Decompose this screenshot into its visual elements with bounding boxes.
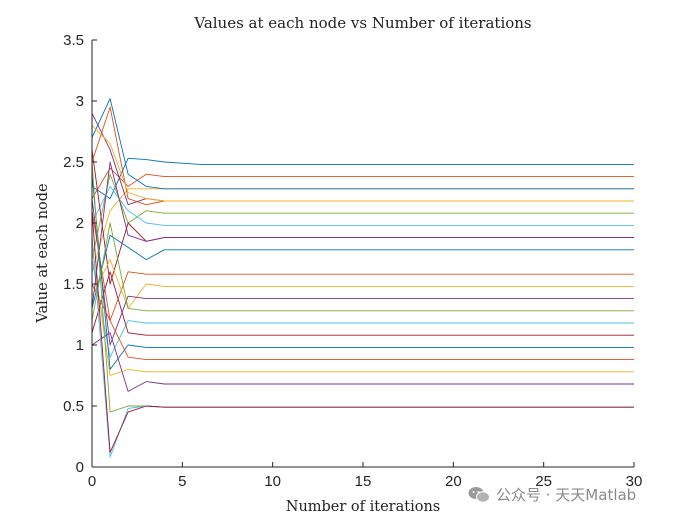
series-line-8 (91, 234, 634, 309)
series-line-13 (91, 259, 634, 358)
x-tick-label: 25 (535, 473, 552, 490)
series-line-10 (91, 259, 634, 309)
series-line-23 (91, 106, 634, 206)
watermark-text: 公众号 · 天天Matlab (496, 486, 637, 504)
series-line-14 (91, 271, 634, 336)
series-line-5 (91, 173, 634, 260)
y-axis-label: Value at each node (35, 183, 51, 323)
series-line-24 (91, 125, 634, 202)
y-tick-label: 0.5 (63, 398, 84, 415)
chart-title: Values at each node vs Number of iterati… (193, 14, 531, 32)
y-tick-label: 3 (76, 93, 84, 110)
series-line-19 (91, 161, 634, 413)
y-tick-label: 2.5 (63, 154, 84, 171)
x-tick-label: 5 (178, 473, 186, 490)
x-tick-label: 15 (355, 473, 372, 490)
series-line-2 (91, 167, 634, 199)
x-tick-label: 20 (445, 473, 462, 490)
x-axis-label: Number of iterations (286, 499, 440, 515)
series-line-9 (91, 210, 634, 322)
series-line-6 (91, 185, 634, 226)
series-line-7 (91, 149, 634, 285)
series-line-25 (91, 161, 634, 309)
y-tick-label: 3.5 (63, 32, 84, 49)
watermark: 公众号 · 天天Matlab (468, 484, 636, 505)
x-tick-label: 10 (264, 473, 281, 490)
series-line-1 (91, 157, 634, 200)
series-line-18 (91, 332, 634, 392)
series-line-11 (91, 198, 634, 346)
y-tick-label: 1.5 (63, 276, 84, 293)
x-tick-label: 0 (88, 473, 96, 490)
x-tick-label: 30 (626, 473, 643, 490)
y-tick-label: 0 (76, 459, 84, 476)
series-layer (91, 98, 634, 458)
y-tick-label: 1 (76, 337, 84, 354)
series-line-16 (91, 283, 634, 361)
series-line-15 (91, 174, 634, 370)
series-line-22 (91, 98, 634, 190)
axes-layer: 0 5 10 15 20 25 30 0 0.5 1 1.5 2 2.5 3 3.5 (63, 32, 642, 490)
series-line-21 (91, 210, 634, 453)
y-tick-label: 2 (76, 215, 84, 232)
series-line-17 (91, 247, 634, 376)
series-line-4 (91, 113, 634, 206)
series-line-12 (91, 222, 634, 321)
series-line-20 (91, 235, 634, 458)
wechat-icon (468, 486, 490, 503)
